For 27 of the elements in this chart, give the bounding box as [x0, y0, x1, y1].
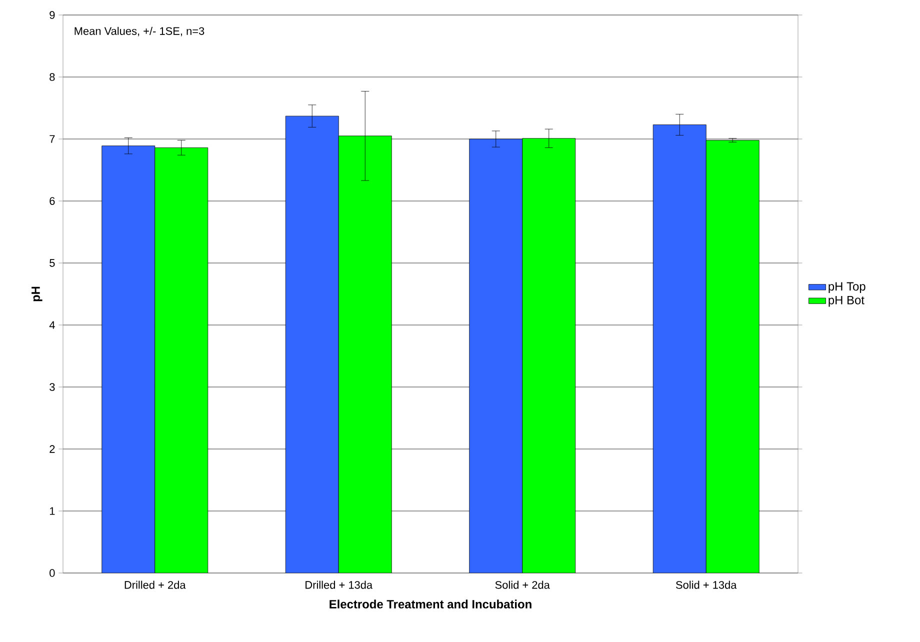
y-tick-label: 2: [50, 445, 55, 453]
x-tick-label: Solid + 13da: [676, 580, 737, 589]
y-tick-label: 3: [50, 383, 55, 391]
legend-label: pH Bot: [828, 296, 864, 307]
bar: [154, 147, 208, 573]
bar: [706, 140, 760, 573]
y-tick-label: 5: [50, 259, 55, 267]
y-axis-title: pH: [32, 286, 42, 302]
y-tick-label: 4: [49, 321, 55, 329]
y-tick-label: 9: [50, 11, 55, 19]
y-tick-label: 0: [50, 569, 55, 577]
y-tick-label: 8: [50, 73, 55, 81]
y-tick-label: 6: [50, 197, 55, 205]
y-tick-label: 1: [50, 507, 55, 515]
bar: [338, 136, 392, 573]
bar: [102, 146, 156, 573]
bar: [285, 116, 339, 573]
bar: [522, 138, 576, 573]
annotation: Mean Values, +/- 1SE, n=3: [74, 26, 204, 36]
x-tick-label: Drilled + 13da: [306, 580, 373, 589]
bar: [469, 138, 523, 573]
legend-label: pH Top: [828, 282, 866, 293]
bar: [652, 124, 706, 573]
y-tick-label: 7: [50, 135, 55, 143]
x-tick-label: Drilled + 2da: [124, 580, 186, 589]
x-tick-label: Solid + 2da: [495, 580, 550, 589]
x-axis-title: Electrode Treatment and Incubation: [330, 600, 532, 608]
